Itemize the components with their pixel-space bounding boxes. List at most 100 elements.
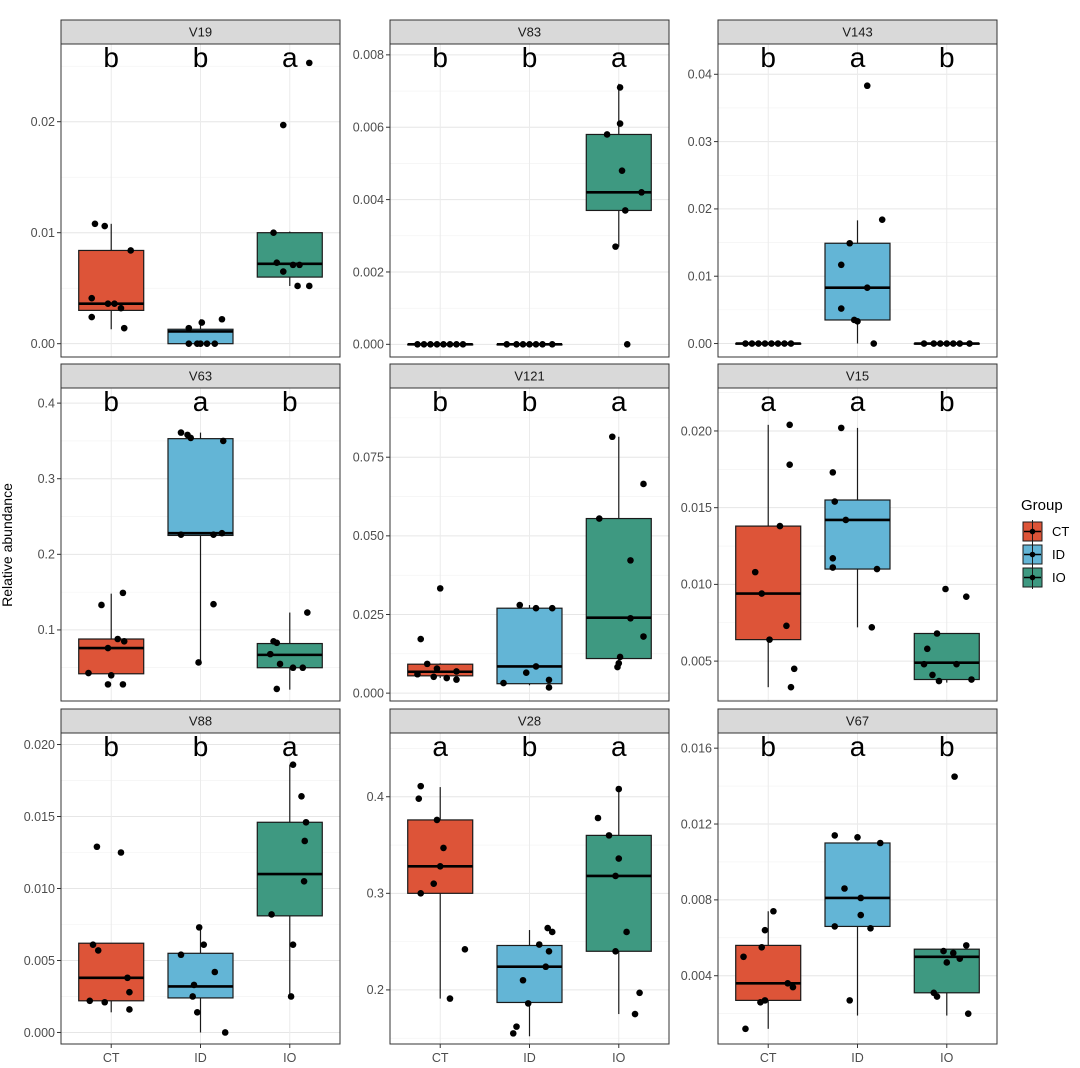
data-point-ct <box>117 849 125 856</box>
data-point-ct <box>784 980 792 987</box>
significance-letter: a <box>850 42 866 73</box>
box-io <box>913 948 980 1016</box>
significance-letter: b <box>103 42 119 73</box>
data-point-id <box>535 941 543 948</box>
box-body <box>824 842 891 928</box>
data-point-ct <box>761 340 769 347</box>
data-point-io <box>273 639 281 647</box>
data-point-io <box>294 282 301 290</box>
data-point-io <box>301 837 309 845</box>
data-point-io <box>920 660 928 668</box>
significance-letter: b <box>760 42 776 73</box>
y-tick-label: 0.075 <box>353 451 384 465</box>
facet-panels: V19 0.00 0.01 0.02 b b a V83 0.000 0.002 0.004 0.00… <box>24 19 998 1045</box>
facet-strip <box>389 363 670 389</box>
data-point-id <box>868 624 876 631</box>
y-tick-label: 0.005 <box>24 954 55 968</box>
data-point-id <box>532 341 540 348</box>
panel-border <box>60 43 341 358</box>
data-point-io <box>276 660 284 668</box>
legend-title: Group <box>1021 497 1063 514</box>
data-point-ct <box>101 222 109 230</box>
y-tick-label: 0.008 <box>353 48 384 62</box>
data-point-io <box>289 941 297 948</box>
panel-v15: V15 0.005 0.010 0.015 0.020 a a b <box>681 363 998 702</box>
box-id <box>496 930 563 1037</box>
data-point-io <box>627 557 634 564</box>
data-point-id <box>841 885 848 892</box>
significance-letter: a <box>611 386 627 417</box>
box-body <box>735 525 802 641</box>
panel-v67: V67 0.004 0.008 0.012 0.016 b a b <box>681 708 998 1045</box>
facet-strip <box>389 19 670 45</box>
significance-letter: b <box>939 42 955 73</box>
data-point-io <box>962 942 970 949</box>
data-point-id <box>846 997 853 1004</box>
data-point-id <box>863 82 871 90</box>
data-point-ct <box>120 637 128 645</box>
box-io <box>585 83 652 247</box>
data-point-ct <box>85 669 92 677</box>
data-point-ct <box>459 341 467 348</box>
data-point-id <box>846 239 853 247</box>
data-point-ct <box>423 660 431 668</box>
box-body <box>167 438 234 537</box>
facet-strip <box>60 708 341 734</box>
data-point-id <box>854 318 861 325</box>
data-point-ct <box>117 304 125 312</box>
data-point-ct <box>433 665 441 672</box>
data-point-ct <box>127 247 135 254</box>
data-point-id <box>185 324 193 332</box>
data-point-ct <box>126 988 133 996</box>
data-point-io <box>299 664 307 672</box>
data-point-id <box>532 604 540 612</box>
data-point-io <box>266 650 274 658</box>
box-body <box>585 133 652 212</box>
significance-letter: b <box>193 731 209 762</box>
data-point-io <box>595 515 603 522</box>
panel-v63: V63 0.1 0.2 0.3 0.4 b a b <box>38 363 341 702</box>
data-point-id <box>210 531 217 538</box>
data-point-ct <box>757 998 764 1006</box>
data-point-id <box>177 951 185 959</box>
legend-entry-io: IO <box>1022 566 1066 589</box>
significance-letter: a <box>850 731 866 762</box>
data-point-id <box>544 924 551 932</box>
data-point-io <box>615 855 623 862</box>
box-id <box>496 605 563 686</box>
data-point-ct <box>781 340 788 347</box>
data-point-io <box>302 818 310 826</box>
data-point-ct <box>119 589 127 597</box>
data-point-id <box>532 663 540 670</box>
data-point-ct <box>98 601 105 609</box>
data-point-id <box>513 1023 520 1030</box>
y-tick-label: 0.000 <box>353 686 384 700</box>
data-point-id <box>219 437 227 445</box>
data-point-id <box>548 928 556 936</box>
x-tick-label: ID <box>523 1051 536 1065</box>
box-id <box>824 220 891 344</box>
data-point-id <box>177 429 185 436</box>
data-point-io <box>612 947 619 955</box>
data-point-io <box>943 340 951 347</box>
data-point-id <box>545 947 553 955</box>
data-point-ct <box>433 816 441 824</box>
data-point-id <box>837 424 845 432</box>
data-point-ct <box>440 341 447 348</box>
significance-letter: b <box>432 386 448 417</box>
data-point-ct <box>417 890 425 897</box>
data-point-io <box>933 630 941 637</box>
data-point-ct <box>86 997 94 1005</box>
data-point-id <box>503 341 511 348</box>
data-point-id <box>200 941 208 948</box>
data-point-io <box>964 1010 972 1017</box>
box-body <box>167 952 234 999</box>
data-point-id <box>842 516 850 524</box>
data-point-id <box>829 469 837 476</box>
data-point-io <box>305 59 313 67</box>
data-point-io <box>949 949 957 957</box>
data-point-id <box>837 261 845 269</box>
data-point-ct <box>120 324 128 332</box>
data-point-id <box>187 434 195 442</box>
